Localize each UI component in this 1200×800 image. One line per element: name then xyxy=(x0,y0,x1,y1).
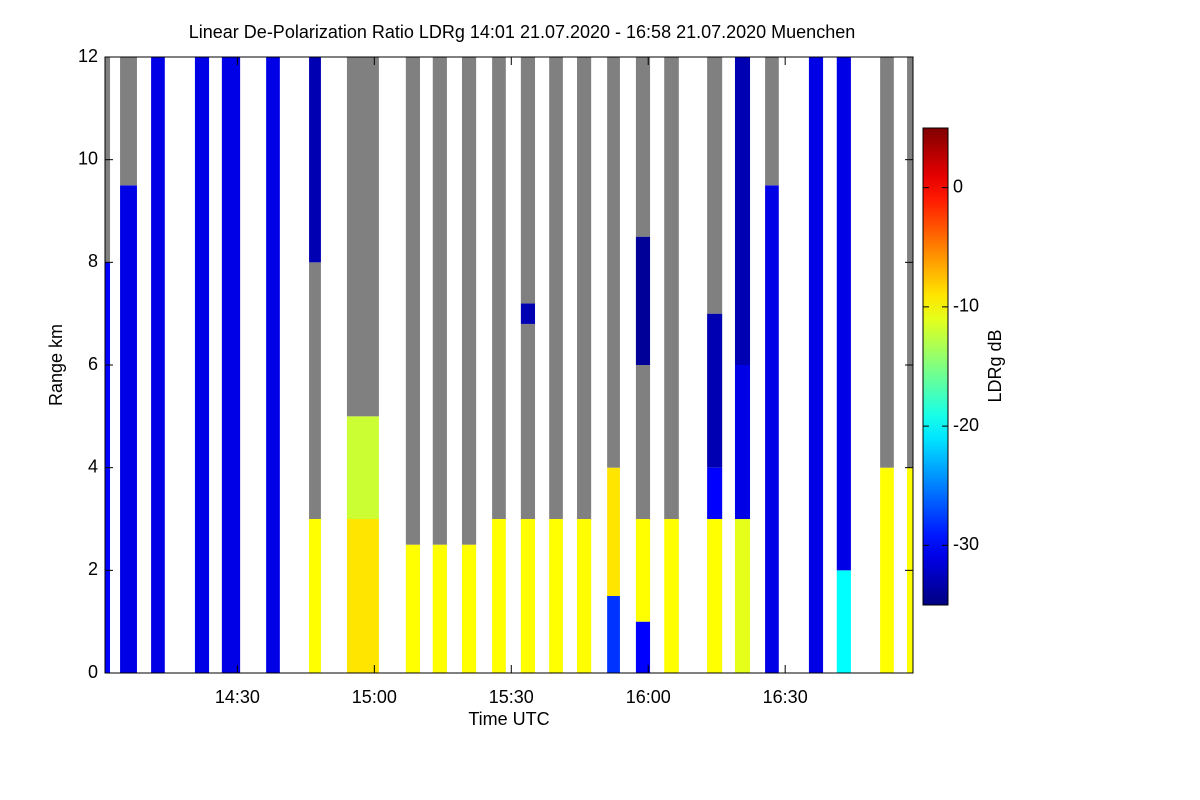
data-cell xyxy=(346,416,379,519)
data-cell xyxy=(836,570,851,673)
colorbar xyxy=(922,127,949,606)
x-tick-label: 14:30 xyxy=(215,687,260,707)
y-tick-label: 4 xyxy=(88,456,98,476)
data-cell xyxy=(836,57,851,571)
data-cell xyxy=(405,544,420,673)
data-cell xyxy=(309,519,321,673)
colorbar-tick-label: -10 xyxy=(953,296,979,316)
chart-title: Linear De-Polarization Ratio LDRg 14:01 … xyxy=(189,22,855,42)
data-cell xyxy=(808,57,824,673)
data-cell xyxy=(707,313,723,468)
data-cell xyxy=(492,519,506,673)
data-cell xyxy=(194,57,210,673)
data-cell xyxy=(520,323,536,519)
data-cell xyxy=(765,185,779,674)
colorbar-label: LDRg dB xyxy=(985,329,1005,402)
data-cell xyxy=(520,57,536,304)
data-cell xyxy=(707,519,723,673)
y-tick-label: 0 xyxy=(88,662,98,682)
data-cell xyxy=(120,57,137,186)
data-cell xyxy=(707,57,723,314)
data-cell xyxy=(346,57,379,417)
data-cell xyxy=(734,57,751,365)
data-cell xyxy=(432,57,447,545)
y-axis-label: Range km xyxy=(46,324,66,406)
data-cell xyxy=(151,57,165,673)
data-cell xyxy=(520,519,536,673)
data-cell xyxy=(635,236,651,365)
data-cell xyxy=(309,57,321,263)
data-cell xyxy=(664,57,679,519)
data-cell xyxy=(635,365,651,519)
data-cell xyxy=(549,519,563,673)
colorbar-tick-label: 0 xyxy=(953,176,963,196)
data-cell xyxy=(880,57,894,468)
y-tick-label: 6 xyxy=(88,354,98,374)
data-cell xyxy=(765,57,779,186)
colorbar-tick-label: -30 xyxy=(953,534,979,554)
data-cell xyxy=(635,57,651,237)
data-cell xyxy=(664,519,679,673)
y-tick-label: 8 xyxy=(88,251,98,271)
data-cell xyxy=(635,519,651,622)
data-cell xyxy=(734,365,751,519)
data-cell xyxy=(520,303,536,324)
data-cell xyxy=(635,621,651,673)
data-cell xyxy=(405,57,420,545)
data-cell xyxy=(461,57,477,545)
y-tick-label: 10 xyxy=(78,148,98,168)
colorbar-tick-label: -20 xyxy=(953,415,979,435)
data-cell xyxy=(880,467,894,673)
data-cell xyxy=(707,467,723,519)
data-cell xyxy=(492,57,506,519)
data-cell xyxy=(432,544,447,673)
data-cell xyxy=(607,57,620,468)
data-cell xyxy=(549,57,563,519)
x-tick-label: 15:30 xyxy=(489,687,534,707)
data-cell xyxy=(266,57,280,673)
x-tick-label: 15:00 xyxy=(352,687,397,707)
data-cell xyxy=(577,519,592,673)
y-tick-label: 12 xyxy=(78,46,98,66)
data-cell xyxy=(734,519,751,673)
data-cell xyxy=(346,519,379,673)
x-axis-label: Time UTC xyxy=(468,709,549,729)
data-cell xyxy=(607,467,620,596)
data-cell xyxy=(309,262,321,519)
y-tick-label: 2 xyxy=(88,559,98,579)
data-cell xyxy=(461,544,477,673)
data-cell xyxy=(577,57,592,519)
data-cell xyxy=(120,185,137,674)
data-cell xyxy=(221,57,241,673)
x-tick-label: 16:30 xyxy=(763,687,808,707)
x-tick-label: 16:00 xyxy=(626,687,671,707)
data-cell xyxy=(607,596,620,673)
